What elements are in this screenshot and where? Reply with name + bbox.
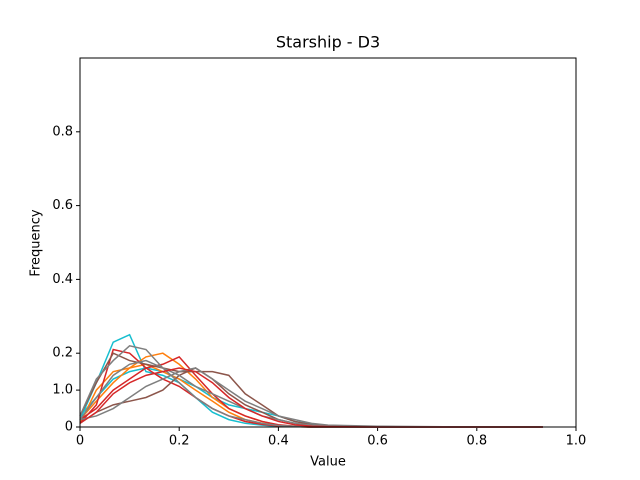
y-tick-label: 0 — [65, 420, 73, 435]
x-tick-label: 0 — [76, 434, 84, 449]
x-tick-label: 0.6 — [367, 434, 388, 449]
series-line — [79, 367, 543, 428]
y-tick-label: 0.2 — [52, 346, 73, 361]
y-tick-label: 0.8 — [52, 124, 73, 139]
y-tick-label: 0.6 — [52, 198, 73, 213]
x-tick-label: 0.8 — [466, 434, 487, 449]
y-tick-label: 0.4 — [52, 272, 73, 287]
x-tick-label: 0.2 — [169, 434, 190, 449]
x-axis-label: Value — [310, 455, 346, 470]
plot-frame — [79, 57, 577, 428]
chart-title: Starship - D3 — [276, 33, 380, 52]
x-tick-label: 1.0 — [566, 434, 587, 449]
y-tick-label: 1.0 — [52, 383, 73, 398]
x-tick-label: 0.4 — [268, 434, 289, 449]
y-axis-label: Frequency — [29, 209, 44, 276]
